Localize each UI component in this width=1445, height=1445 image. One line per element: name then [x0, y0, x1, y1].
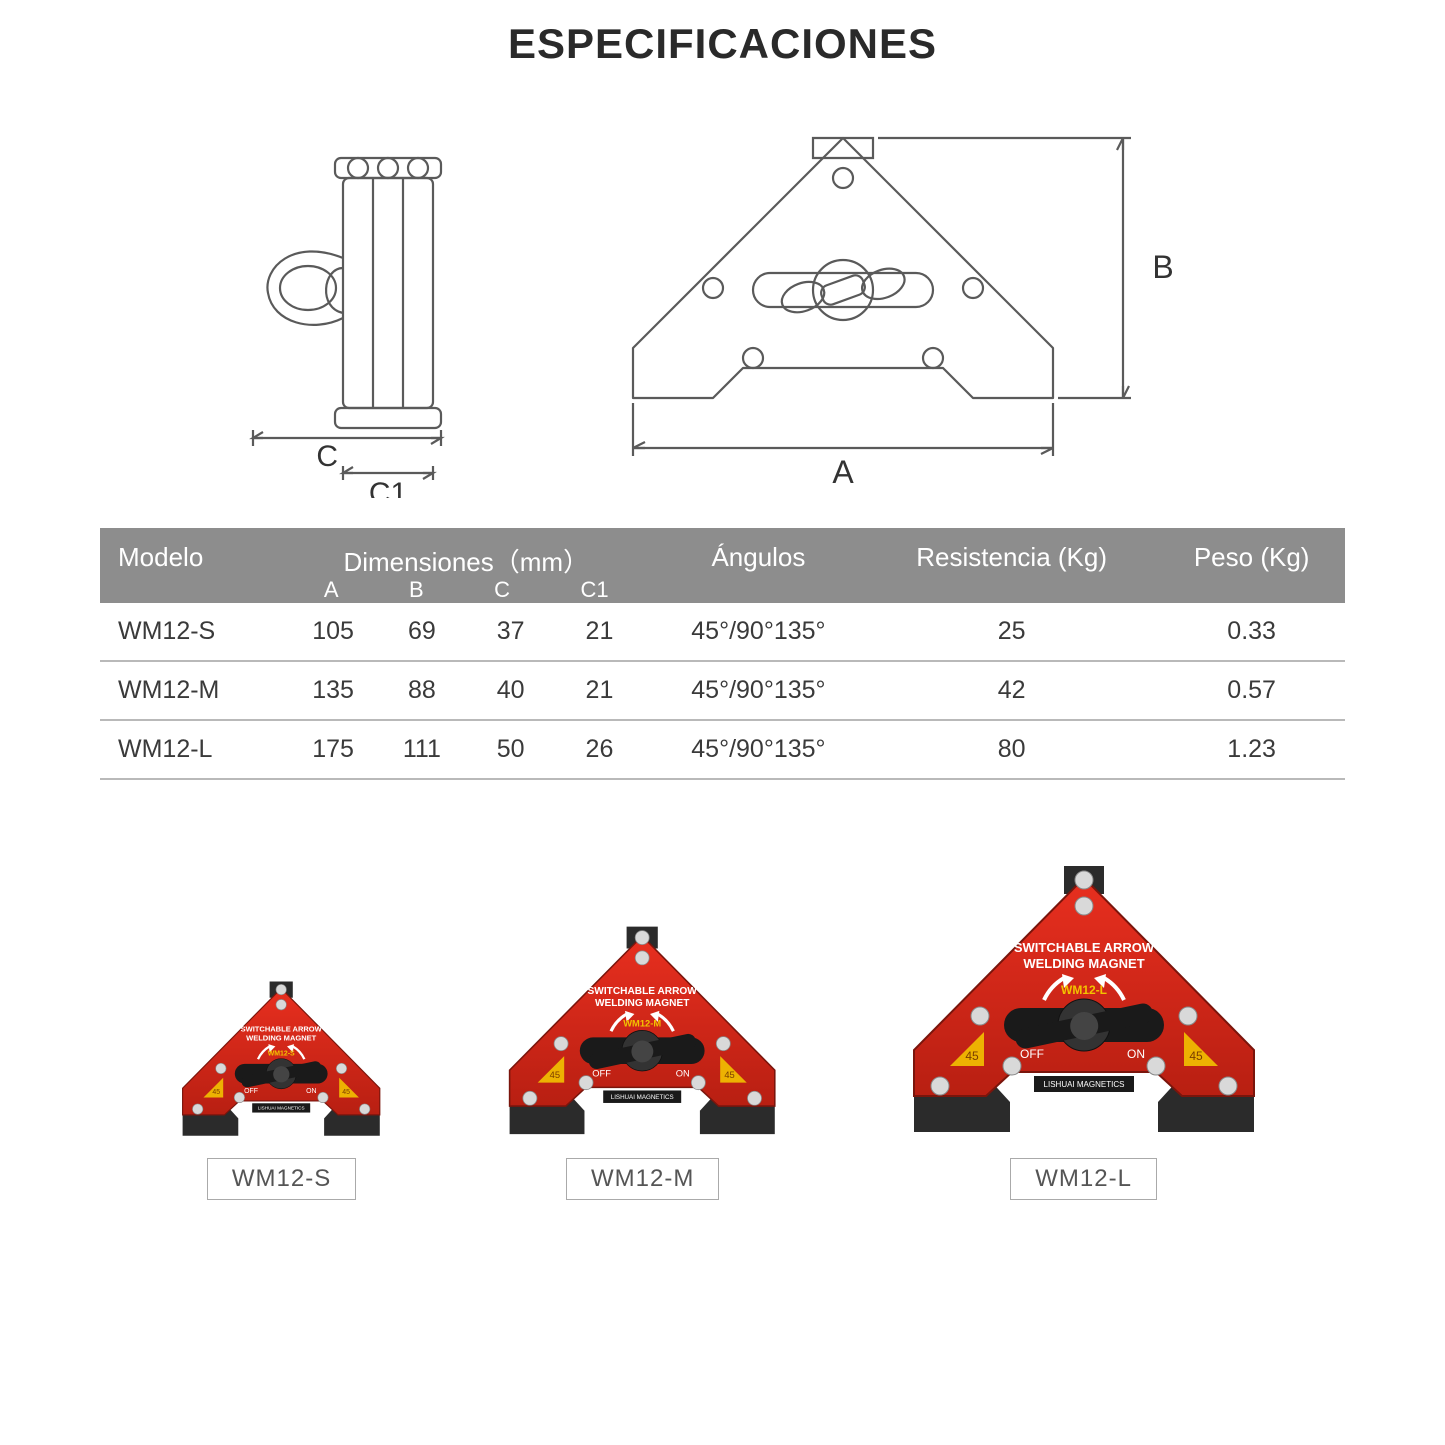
svg-text:WM12-M: WM12-M [624, 1018, 662, 1028]
cell-peso: 0.57 [1158, 661, 1345, 720]
svg-text:WELDING MAGNET: WELDING MAGNET [595, 998, 690, 1009]
svg-text:WM12-S: WM12-S [268, 1050, 295, 1057]
svg-text:WM12-L: WM12-L [1061, 983, 1107, 997]
front-diagram: A B [543, 98, 1223, 498]
col-modelo: Modelo [100, 528, 281, 603]
svg-text:45: 45 [550, 1070, 560, 1080]
svg-text:SWITCHABLE ARROW: SWITCHABLE ARROW [588, 985, 698, 996]
table-row: WM12-S 105693721 45°/90°135° 25 0.33 [100, 603, 1345, 661]
dim-label-c: C [316, 440, 338, 473]
svg-text:LISHUAI MAGNETICS: LISHUAI MAGNETICS [611, 1094, 674, 1101]
table-header-row: Modelo Dimensiones（mm） A B C C1 Ángulos … [100, 528, 1345, 603]
dim-sub-c1: C1 [580, 577, 608, 603]
col-angulos: Ángulos [652, 528, 865, 603]
cell-dims: 1751115026 [281, 720, 652, 779]
cell-modelo: WM12-S [100, 603, 281, 661]
cell-angulos: 45°/90°135° [652, 661, 865, 720]
svg-text:WELDING MAGNET: WELDING MAGNET [1023, 956, 1144, 971]
svg-text:OFF: OFF [1020, 1047, 1044, 1061]
dim-label-a: A [832, 454, 854, 490]
products-row: SWITCHABLE ARROW WELDING MAGNET WM12-S O… [100, 860, 1345, 1200]
col-peso: Peso (Kg) [1158, 528, 1345, 603]
cell-angulos: 45°/90°135° [652, 603, 865, 661]
dim-sub-b: B [409, 577, 424, 603]
svg-text:ON: ON [307, 1087, 317, 1094]
svg-text:LISHUAI MAGNETICS: LISHUAI MAGNETICS [1043, 1080, 1124, 1089]
cell-peso: 0.33 [1158, 603, 1345, 661]
product-item: SWITCHABLE ARROW WELDING MAGNET WM12-S O… [171, 978, 391, 1200]
svg-text:SWITCHABLE ARROW: SWITCHABLE ARROW [1013, 940, 1154, 955]
dimensiones-label: Dimensiones（mm） [289, 542, 644, 579]
dim-label-b: B [1152, 249, 1173, 285]
table-row: WM12-L 1751115026 45°/90°135° 80 1.23 [100, 720, 1345, 779]
svg-text:45: 45 [213, 1089, 221, 1096]
svg-text:45: 45 [725, 1070, 735, 1080]
svg-text:WELDING MAGNET: WELDING MAGNET [246, 1033, 317, 1042]
page-title: ESPECIFICACIONES [100, 20, 1345, 68]
product-image: SWITCHABLE ARROW WELDING MAGNET WM12-M O… [494, 922, 790, 1140]
product-label: WM12-M [566, 1158, 719, 1200]
col-resistencia: Resistencia (Kg) [865, 528, 1158, 603]
product-image: SWITCHABLE ARROW WELDING MAGNET WM12-S O… [171, 978, 391, 1140]
table-row: WM12-M 135884021 45°/90°135° 42 0.57 [100, 661, 1345, 720]
cell-resistencia: 25 [865, 603, 1158, 661]
cell-modelo: WM12-M [100, 661, 281, 720]
side-diagram: C C1 [223, 118, 503, 498]
product-item: SWITCHABLE ARROW WELDING MAGNET WM12-L O… [894, 860, 1274, 1200]
cell-angulos: 45°/90°135° [652, 720, 865, 779]
svg-text:45: 45 [1189, 1049, 1203, 1063]
svg-text:ON: ON [676, 1068, 690, 1078]
cell-modelo: WM12-L [100, 720, 281, 779]
product-label: WM12-S [207, 1158, 356, 1200]
diagram-row: C C1 [100, 78, 1345, 498]
col-dimensiones: Dimensiones（mm） A B C C1 [281, 528, 652, 603]
product-item: SWITCHABLE ARROW WELDING MAGNET WM12-M O… [494, 922, 790, 1200]
spec-table: Modelo Dimensiones（mm） A B C C1 Ángulos … [100, 528, 1345, 780]
dim-sub-a: A [324, 577, 339, 603]
cell-dims: 135884021 [281, 661, 652, 720]
cell-dims: 105693721 [281, 603, 652, 661]
svg-text:OFF: OFF [244, 1087, 258, 1094]
svg-text:45: 45 [965, 1049, 979, 1063]
cell-resistencia: 42 [865, 661, 1158, 720]
dim-label-c1: C1 [368, 477, 406, 498]
cell-resistencia: 80 [865, 720, 1158, 779]
svg-text:45: 45 [343, 1089, 351, 1096]
svg-text:LISHUAI MAGNETICS: LISHUAI MAGNETICS [258, 1105, 305, 1110]
dimensiones-sub: A B C C1 [289, 577, 644, 603]
dim-sub-c: C [494, 577, 510, 603]
cell-peso: 1.23 [1158, 720, 1345, 779]
product-label: WM12-L [1010, 1158, 1157, 1200]
product-image: SWITCHABLE ARROW WELDING MAGNET WM12-L O… [894, 860, 1274, 1140]
svg-text:OFF: OFF [593, 1068, 612, 1078]
svg-text:SWITCHABLE ARROW: SWITCHABLE ARROW [241, 1024, 323, 1033]
svg-text:ON: ON [1127, 1047, 1145, 1061]
